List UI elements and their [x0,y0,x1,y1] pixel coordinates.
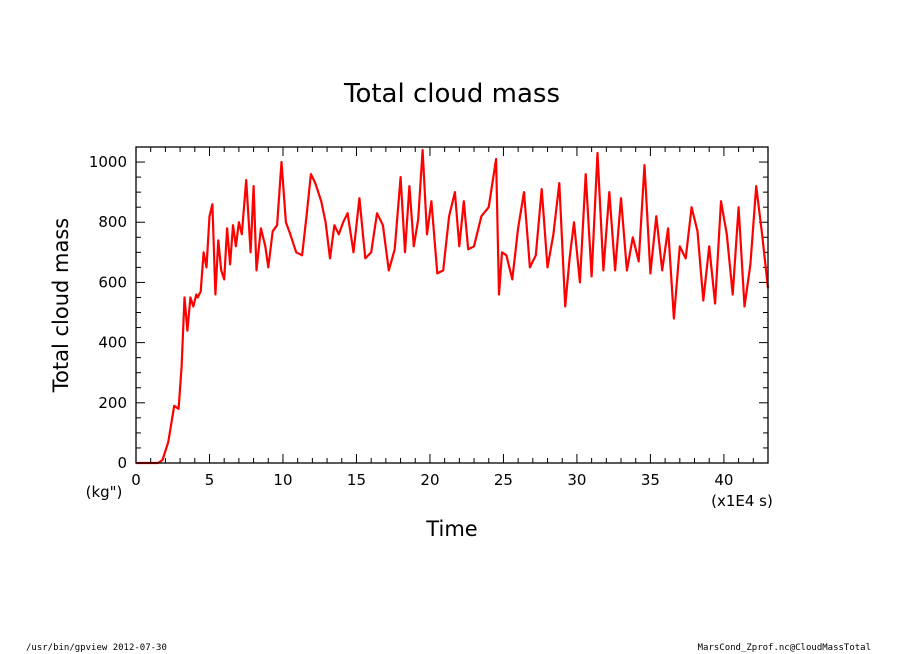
x-tick-label: 20 [420,471,439,489]
y-tick-label: 400 [98,334,127,352]
chart-title: Total cloud mass [343,79,560,109]
footer-left: /usr/bin/gpview 2012-07-30 [26,643,167,653]
y-tick-label: 200 [98,394,127,412]
x-tick-label: 40 [714,471,733,489]
footer-right: MarsCond_Zprof.nc@CloudMassTotal [697,643,871,653]
plot-frame [135,146,769,464]
x-tick-label: 30 [567,471,586,489]
x-tick-label: 0 [131,471,141,489]
y-tick-label: 1000 [89,153,127,171]
x-tick-label: 5 [205,471,215,489]
x-tick-label: 10 [273,471,292,489]
x-tick-label: 15 [347,471,366,489]
x-axis-label: Time [425,517,477,541]
x-axis-unit: (x1E4 s) [711,492,773,510]
y-tick-label: 600 [98,273,127,291]
x-tick-label: 25 [494,471,513,489]
y-axis-unit: (kg") [86,483,123,501]
axis-ticks [135,146,769,464]
series-group [136,148,770,465]
x-tick-label: 35 [641,471,660,489]
y-axis-label: Total cloud mass [49,218,73,393]
y-tick-label: 800 [98,213,127,231]
y-tick-label: 0 [117,454,127,472]
series-line-total-cloud-mass [136,148,770,465]
